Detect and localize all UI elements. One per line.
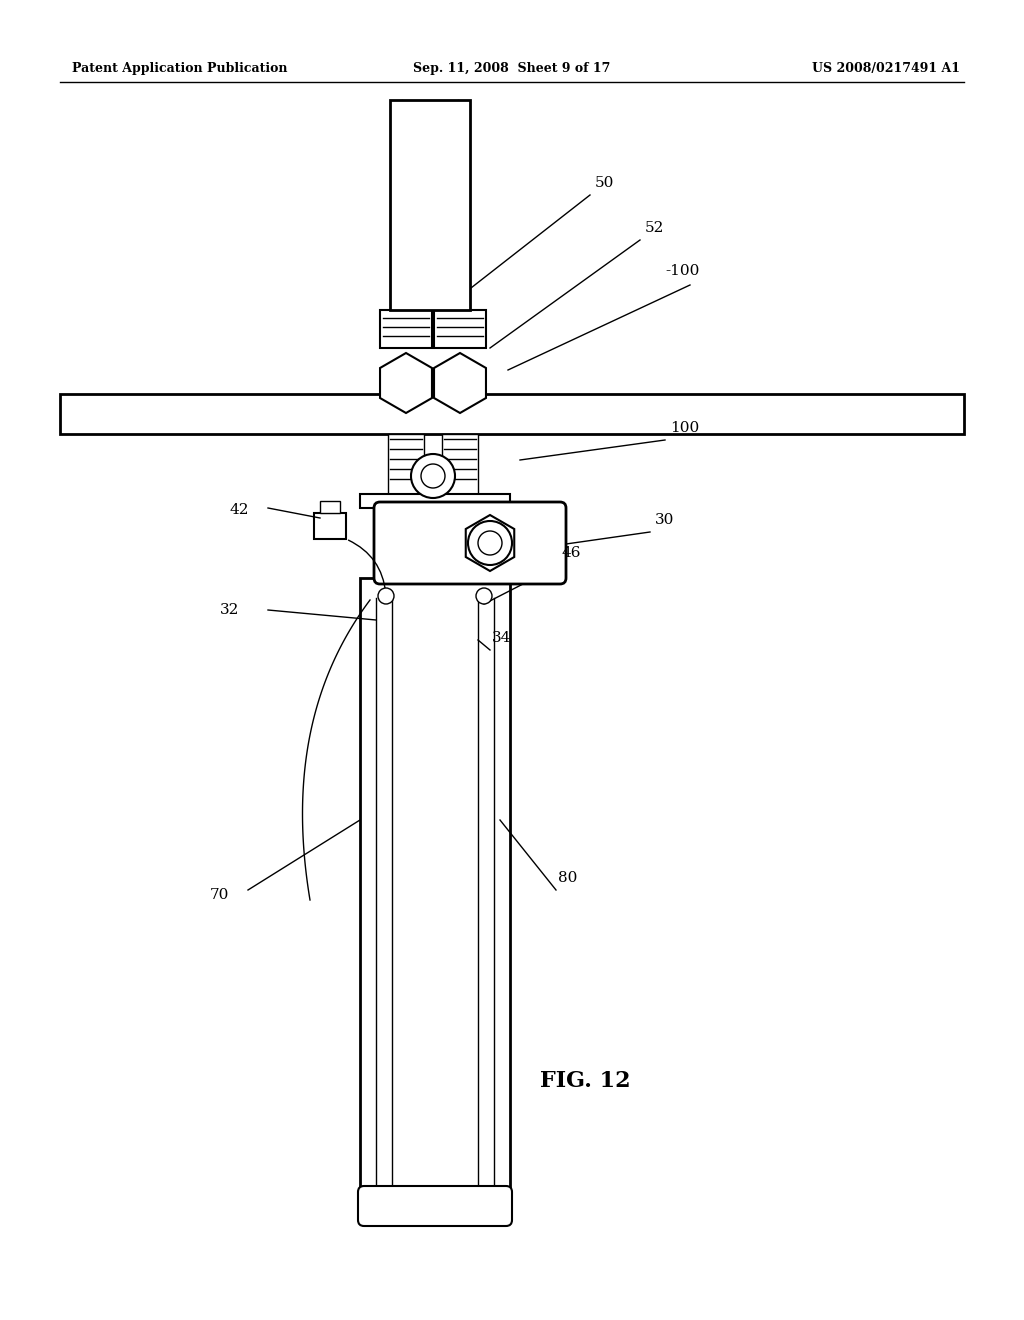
Polygon shape [380,352,432,413]
Text: 100: 100 [670,421,699,436]
Bar [442,434,478,494]
Text: 52: 52 [645,220,665,235]
FancyBboxPatch shape [374,502,566,583]
Polygon shape [434,352,486,413]
Text: Sep. 11, 2008  Sheet 9 of 17: Sep. 11, 2008 Sheet 9 of 17 [414,62,610,75]
Text: FIG. 12: FIG. 12 [540,1071,631,1092]
Circle shape [411,454,455,498]
Text: -100: -100 [665,264,699,279]
Text: US 2008/0217491 A1: US 2008/0217491 A1 [812,62,961,75]
Text: 42: 42 [230,503,250,517]
Circle shape [468,521,512,565]
Text: 46: 46 [562,546,582,560]
Polygon shape [466,515,514,572]
Text: 32: 32 [220,603,240,616]
Circle shape [421,465,445,488]
Circle shape [478,531,502,554]
Bar [360,494,510,508]
Bar [388,434,424,494]
Text: 70: 70 [210,888,229,902]
Bar [390,100,470,310]
Bar [319,502,340,513]
Text: 50: 50 [595,176,614,190]
Bar [360,578,510,1220]
Circle shape [378,587,394,605]
Bar [434,310,486,348]
Bar [60,393,964,434]
Circle shape [476,587,492,605]
Bar [380,310,432,348]
Text: 80: 80 [558,871,578,884]
FancyBboxPatch shape [358,1185,512,1226]
Text: 34: 34 [492,631,511,645]
Text: Patent Application Publication: Patent Application Publication [72,62,288,75]
Bar [314,513,346,539]
Text: 30: 30 [655,513,675,527]
